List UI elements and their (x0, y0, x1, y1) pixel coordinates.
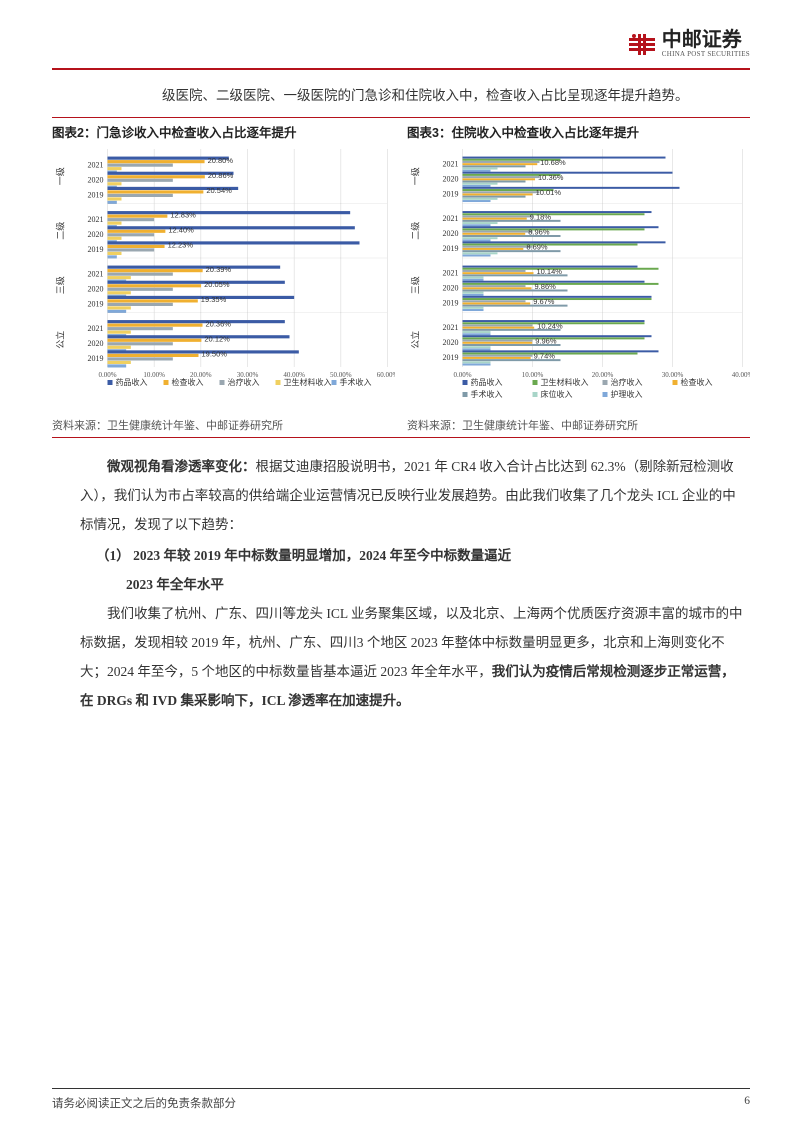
svg-text:公立: 公立 (410, 331, 421, 349)
logo-text-en: CHINA POST SECURITIES (662, 51, 750, 58)
chart3-column: 图表3：住院收入中检查收入占比逐年提升 0.00%10.00%20.00%30.… (407, 122, 750, 433)
svg-text:2019: 2019 (443, 299, 459, 308)
chart2-column: 图表2：门急诊收入中检查收入占比逐年提升 0.00%10.00%20.00%30… (52, 122, 395, 433)
svg-text:2021: 2021 (443, 268, 459, 277)
chart2: 0.00%10.00%20.00%30.00%40.00%50.00%60.00… (52, 145, 395, 415)
chart3: 0.00%10.00%20.00%30.00%40.00%一级202110.68… (407, 145, 750, 415)
divider-bottom (52, 437, 750, 438)
svg-text:40.00%: 40.00% (732, 371, 750, 379)
intro-paragraph: 级医院、二级医院、一级医院的门急诊和住院收入中，检查收入占比呈现逐年提升趋势。 (52, 82, 750, 109)
list1-num: （1） (96, 548, 130, 563)
svg-text:20.36%: 20.36% (206, 319, 232, 328)
svg-text:2019: 2019 (443, 244, 459, 253)
svg-text:2019: 2019 (88, 300, 104, 309)
list-item-1: （1） 2023 年较 2019 年中标数量明显增加，2024 年至今中标数量逼… (52, 541, 750, 570)
svg-text:10.36%: 10.36% (538, 173, 564, 182)
svg-text:护理收入: 护理收入 (611, 389, 643, 399)
svg-text:公立: 公立 (55, 331, 66, 349)
svg-text:二级: 二级 (55, 222, 66, 240)
svg-text:手术收入: 手术收入 (471, 389, 503, 399)
svg-text:2019: 2019 (443, 190, 459, 199)
svg-text:2021: 2021 (88, 324, 104, 333)
svg-text:2021: 2021 (443, 159, 459, 168)
page-header: 中邮证券 CHINA POST SECURITIES (52, 28, 750, 70)
svg-text:2019: 2019 (88, 191, 104, 200)
svg-text:10.01%: 10.01% (536, 188, 562, 197)
svg-text:手术收入: 手术收入 (340, 377, 372, 387)
svg-text:12.23%: 12.23% (168, 241, 194, 250)
para1: 微观视角看渗透率变化：根据艾迪康招股说明书，2021 年 CR4 收入合计占比达… (52, 452, 750, 539)
svg-text:2019: 2019 (443, 353, 459, 362)
svg-text:20.54%: 20.54% (206, 186, 232, 195)
svg-text:卫生材料收入: 卫生材料收入 (284, 377, 332, 387)
list-item-1b: 2023 年全年水平 (52, 570, 750, 599)
list1-text-a: 2023 年较 2019 年中标数量明显增加，2024 年至今中标数量逼近 (130, 548, 511, 563)
svg-text:2021: 2021 (88, 269, 104, 278)
svg-text:治疗收入: 治疗收入 (611, 377, 643, 387)
para2: 我们收集了杭州、广东、四川等龙头 ICL 业务聚集区域，以及北京、上海两个优质医… (52, 599, 750, 715)
svg-text:60.00%: 60.00% (377, 371, 395, 379)
svg-text:2020: 2020 (443, 229, 459, 238)
svg-text:2019: 2019 (88, 354, 104, 363)
divider-top (52, 117, 750, 118)
svg-text:床位收入: 床位收入 (541, 389, 573, 399)
svg-text:20.86%: 20.86% (208, 171, 234, 180)
svg-text:一级: 一级 (410, 167, 421, 185)
svg-text:一级: 一级 (55, 167, 66, 185)
charts-row: 图表2：门急诊收入中检查收入占比逐年提升 0.00%10.00%20.00%30… (52, 122, 750, 433)
post-logo-icon (626, 28, 658, 60)
page-number: 6 (744, 1095, 750, 1111)
svg-text:20.12%: 20.12% (204, 335, 230, 344)
svg-text:2020: 2020 (443, 283, 459, 292)
para1-head: 微观视角看渗透率变化： (107, 459, 256, 474)
svg-text:检查收入: 检查收入 (172, 377, 204, 387)
svg-text:19.35%: 19.35% (201, 295, 227, 304)
svg-text:12.40%: 12.40% (168, 226, 194, 235)
svg-text:0.00%: 0.00% (453, 371, 471, 379)
svg-text:2021: 2021 (443, 214, 459, 223)
svg-text:0.00%: 0.00% (98, 371, 116, 379)
svg-text:2020: 2020 (443, 174, 459, 183)
svg-text:治疗收入: 治疗收入 (228, 377, 260, 387)
svg-text:2020: 2020 (88, 339, 104, 348)
page-footer: 请务必阅读正文之后的免责条款部分 6 (52, 1088, 750, 1111)
svg-text:三级: 三级 (410, 276, 421, 294)
svg-text:20.05%: 20.05% (204, 280, 230, 289)
footer-disclaimer: 请务必阅读正文之后的免责条款部分 (52, 1095, 236, 1111)
svg-text:2021: 2021 (88, 215, 104, 224)
svg-text:19.50%: 19.50% (202, 350, 228, 359)
brand-logo: 中邮证券 CHINA POST SECURITIES (626, 28, 750, 60)
svg-text:2020: 2020 (443, 338, 459, 347)
svg-text:10.68%: 10.68% (540, 158, 566, 167)
chart3-title: 图表3：住院收入中检查收入占比逐年提升 (407, 122, 750, 141)
svg-text:卫生材料收入: 卫生材料收入 (541, 377, 589, 387)
svg-text:2020: 2020 (88, 175, 104, 184)
chart2-title: 图表2：门急诊收入中检查收入占比逐年提升 (52, 122, 395, 141)
svg-text:20.39%: 20.39% (206, 265, 232, 274)
svg-text:12.83%: 12.83% (170, 210, 196, 219)
svg-text:药品收入: 药品收入 (471, 377, 503, 387)
svg-text:20.80%: 20.80% (208, 156, 234, 165)
svg-text:检查收入: 检查收入 (681, 377, 713, 387)
svg-text:三级: 三级 (55, 276, 66, 294)
svg-text:2021: 2021 (88, 160, 104, 169)
chart2-source: 资料来源：卫生健康统计年鉴、中邮证券研究所 (52, 417, 395, 433)
svg-text:药品收入: 药品收入 (116, 377, 148, 387)
svg-text:2019: 2019 (88, 245, 104, 254)
svg-text:二级: 二级 (410, 222, 421, 240)
svg-text:2021: 2021 (443, 323, 459, 332)
svg-text:2020: 2020 (88, 230, 104, 239)
logo-text-cn: 中邮证券 (662, 30, 750, 51)
svg-text:2020: 2020 (88, 284, 104, 293)
chart3-source: 资料来源：卫生健康统计年鉴、中邮证券研究所 (407, 417, 750, 433)
